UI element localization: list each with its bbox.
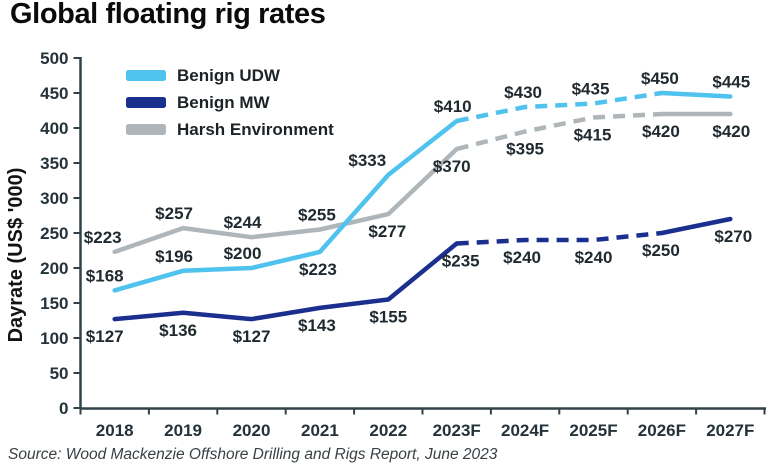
- y-tick-label: 450: [40, 84, 68, 103]
- legend-item-benign-udw: Benign UDW: [126, 65, 334, 85]
- data-label-benign-mw: $250: [642, 241, 680, 260]
- x-tick-label: 2025F: [569, 421, 617, 440]
- source-note: Source: Wood Mackenzie Offshore Drilling…: [8, 446, 498, 463]
- y-axis-title: Dayrate (US$ '000): [5, 168, 27, 343]
- x-tick-label: 2023F: [433, 421, 481, 440]
- data-label-benign-mw: $270: [714, 227, 752, 246]
- data-label-benign-udw: $168: [86, 266, 124, 285]
- legend-swatch-benign-udw: [126, 69, 166, 81]
- series-line-benign-mw: [112, 241, 459, 322]
- y-tick-label: 200: [40, 259, 68, 278]
- data-label-benign-udw: $333: [348, 151, 386, 170]
- data-label-harsh-environment: $223: [84, 228, 122, 247]
- data-label-benign-udw: $223: [299, 260, 337, 279]
- series-line-benign-udw: [659, 90, 733, 99]
- data-label-harsh-environment: $395: [506, 140, 544, 159]
- series-line-benign-mw: [659, 216, 733, 236]
- data-label-benign-udw: $445: [712, 73, 750, 92]
- series-lines: [112, 90, 733, 322]
- x-tick-label: 2024F: [501, 421, 549, 440]
- series-line-harsh-environment-forecast: [456, 111, 663, 152]
- y-tick-label: 100: [40, 329, 68, 348]
- legend-label: Benign MW: [177, 92, 270, 112]
- legend-item-harsh-environment: Harsh Environment: [126, 119, 334, 139]
- series-line-harsh-environment: [112, 146, 459, 255]
- y-axis-ticks: 0 50 100 150 200 250 300 350 400 450 500: [40, 49, 81, 418]
- y-tick-label: 0: [59, 399, 68, 418]
- y-tick-label: 350: [40, 154, 68, 173]
- y-tick-label: 300: [40, 189, 68, 208]
- x-tick-label: 2019: [164, 421, 202, 440]
- data-label-benign-udw: $410: [434, 97, 472, 116]
- x-tick-label: 2020: [233, 421, 271, 440]
- y-tick-label: 50: [50, 364, 69, 383]
- chart-title: Global floating rig rates: [10, 0, 326, 30]
- legend-swatch-benign-mw: [126, 96, 166, 108]
- legend-label: Benign UDW: [177, 65, 280, 85]
- data-label-benign-udw: $450: [641, 69, 679, 88]
- data-label-benign-mw: $240: [575, 248, 613, 267]
- legend-swatch-harsh-environment: [126, 123, 166, 135]
- legend-label: Harsh Environment: [177, 119, 334, 139]
- data-label-harsh-environment: $420: [712, 122, 750, 141]
- data-label-benign-mw: $235: [442, 252, 480, 271]
- data-label-benign-mw: $155: [369, 308, 407, 327]
- data-label-benign-udw: $196: [155, 247, 193, 266]
- data-label-benign-mw: $136: [159, 321, 197, 340]
- data-label-benign-mw: $240: [503, 248, 541, 267]
- y-tick-label: 150: [40, 294, 68, 313]
- legend: Benign UDW Benign MW Harsh Environment: [126, 65, 334, 139]
- x-tick-label: 2021: [301, 421, 339, 440]
- data-label-harsh-environment: $277: [368, 222, 406, 241]
- data-label-benign-mw: $127: [86, 327, 124, 346]
- y-tick-label: 400: [40, 119, 68, 138]
- y-tick-label: 250: [40, 224, 68, 243]
- x-tick-label: 2018: [96, 421, 134, 440]
- x-tick-label: 2022: [369, 421, 407, 440]
- x-tick-label: 2026F: [638, 421, 686, 440]
- data-labels: $168 $196 $200 $223 $333 $410 $430 $435 $450 $445…: [84, 69, 752, 346]
- x-tick-label: 2027F: [706, 421, 754, 440]
- data-label-benign-mw: $127: [233, 327, 271, 346]
- data-label-harsh-environment: $420: [642, 122, 680, 141]
- data-label-harsh-environment: $244: [224, 213, 262, 232]
- data-label-benign-udw: $435: [572, 80, 610, 99]
- data-label-benign-mw: $143: [298, 316, 336, 335]
- data-label-harsh-environment: $257: [155, 204, 193, 223]
- series-line-benign-udw: [112, 118, 459, 293]
- series-line-benign-mw-forecast: [456, 230, 663, 246]
- data-label-harsh-environment: $415: [574, 126, 612, 145]
- data-label-benign-udw: $430: [504, 83, 542, 102]
- x-axis-ticks: 2018 2019 2020 2021 2022 2023F 2024F 2025F 2026F…: [79, 408, 766, 440]
- series-line-benign-udw-forecast: [456, 90, 663, 124]
- legend-item-benign-mw: Benign MW: [126, 92, 334, 112]
- data-label-benign-udw: $200: [224, 244, 262, 263]
- data-label-harsh-environment: $255: [298, 206, 336, 225]
- y-tick-label: 500: [40, 49, 68, 68]
- data-label-harsh-environment: $370: [433, 157, 471, 176]
